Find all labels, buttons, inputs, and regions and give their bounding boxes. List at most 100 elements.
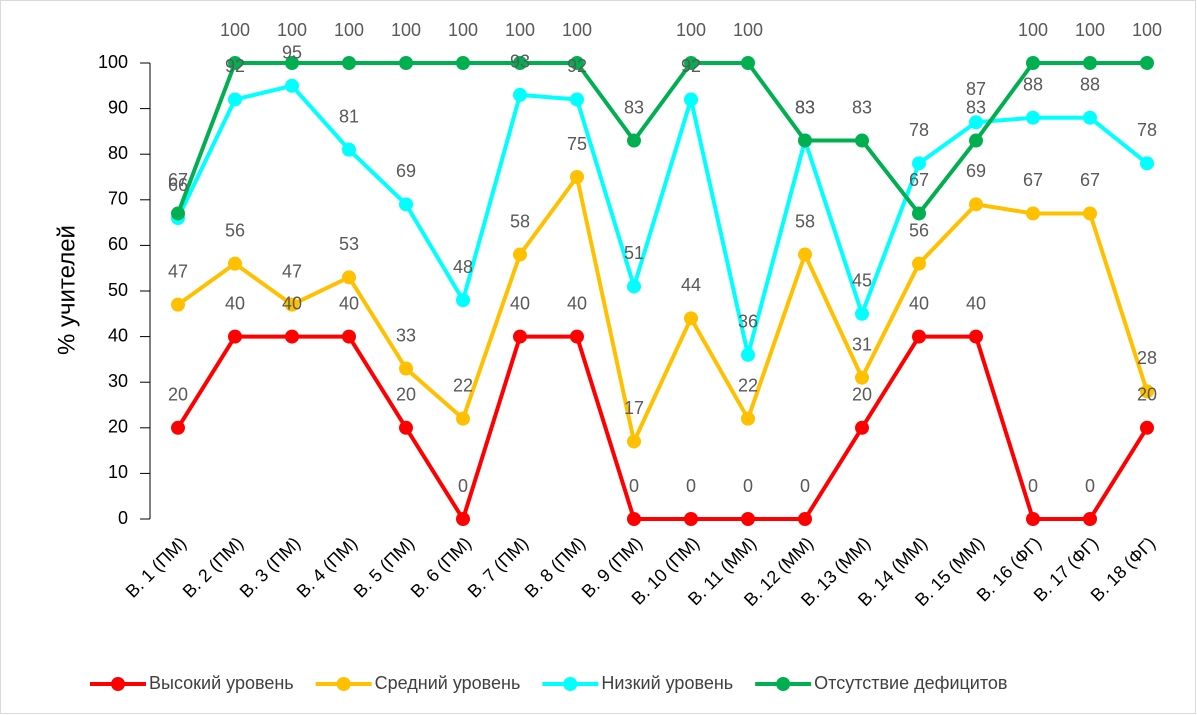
- data-label: 36: [738, 312, 758, 332]
- point: [969, 329, 983, 344]
- point: [285, 297, 299, 312]
- point: [1026, 512, 1040, 526]
- point: [228, 256, 242, 271]
- data-label: 88: [1023, 74, 1043, 94]
- data-label: 81: [339, 106, 359, 126]
- data-label: 20: [852, 385, 872, 405]
- data-label: 56: [909, 220, 929, 240]
- legend-marker: [776, 677, 791, 691]
- data-label: 58: [795, 211, 815, 231]
- data-label: 40: [567, 293, 587, 313]
- data-label: 47: [168, 261, 188, 281]
- data-label: 20: [168, 385, 188, 405]
- point: [1083, 56, 1097, 70]
- data-label: 83: [852, 97, 872, 117]
- point: [171, 206, 185, 221]
- data-label: 83: [624, 97, 644, 117]
- data-label: 0: [1085, 476, 1095, 496]
- point: [1083, 512, 1097, 526]
- point: [1083, 110, 1097, 125]
- data-label: 0: [800, 476, 810, 496]
- point: [684, 56, 698, 70]
- data-label: 48: [453, 257, 473, 277]
- data-label: 20: [396, 385, 416, 405]
- data-label: 92: [681, 56, 701, 76]
- data-label: 67: [168, 170, 188, 190]
- data-label: 40: [339, 293, 359, 313]
- data-label: 88: [1080, 74, 1100, 94]
- data-label: 69: [396, 161, 416, 181]
- data-label: 31: [852, 334, 872, 354]
- point: [399, 197, 413, 212]
- point: [342, 142, 356, 157]
- point: [399, 420, 413, 435]
- point: [1026, 206, 1040, 221]
- data-label: 92: [225, 56, 245, 76]
- y-tick-label: 30: [108, 371, 128, 391]
- point: [456, 56, 470, 70]
- point: [798, 133, 812, 148]
- data-label: 47: [282, 261, 302, 281]
- y-tick-label: 0: [118, 508, 128, 528]
- point: [798, 512, 812, 526]
- point: [513, 87, 527, 102]
- point: [399, 361, 413, 376]
- y-tick-label: 100: [98, 52, 128, 72]
- point: [228, 92, 242, 107]
- data-label: 22: [738, 375, 758, 395]
- data-label: 100: [505, 20, 535, 40]
- point: [912, 256, 926, 271]
- data-label: 67: [1023, 170, 1043, 190]
- y-tick-label: 20: [108, 417, 128, 437]
- data-label: 93: [510, 52, 530, 72]
- data-label: 0: [686, 476, 696, 496]
- y-tick-label: 40: [108, 325, 128, 345]
- point: [627, 434, 641, 449]
- point: [456, 411, 470, 426]
- point: [855, 306, 869, 321]
- data-label: 40: [909, 293, 929, 313]
- data-label: 83: [966, 97, 986, 117]
- series-line: [176, 175, 1149, 444]
- data-label: 78: [909, 120, 929, 140]
- point: [969, 115, 983, 130]
- data-label: 0: [629, 476, 639, 496]
- point: [513, 56, 527, 70]
- point: [570, 92, 584, 107]
- series-line: [176, 334, 1149, 521]
- data-label: 67: [909, 170, 929, 190]
- point: [1140, 384, 1154, 399]
- point: [513, 247, 527, 262]
- data-label: 40: [225, 293, 245, 313]
- data-label: 75: [567, 134, 587, 154]
- data-label: 100: [334, 20, 364, 40]
- data-label: 22: [453, 375, 473, 395]
- data-label: 56: [225, 220, 245, 240]
- point: [342, 270, 356, 285]
- point: [855, 133, 869, 148]
- point: [798, 247, 812, 262]
- data-label: 28: [1137, 348, 1157, 368]
- data-label: 100: [220, 20, 250, 40]
- data-label: 69: [966, 161, 986, 181]
- data-label: 53: [339, 234, 359, 254]
- point: [1140, 56, 1154, 70]
- point: [171, 297, 185, 312]
- point: [741, 512, 755, 526]
- point: [570, 170, 584, 184]
- point: [399, 56, 413, 70]
- point: [912, 206, 926, 221]
- point: [627, 512, 641, 526]
- data-label: 51: [624, 243, 644, 263]
- data-label: 100: [1075, 20, 1105, 40]
- point: [741, 56, 755, 70]
- data-label: 100: [1132, 20, 1162, 40]
- series-line: [176, 83, 1149, 357]
- data-label: 83: [795, 97, 815, 117]
- y-tick-label: 60: [108, 234, 128, 254]
- data-label: 95: [282, 43, 302, 63]
- legend-marker: [336, 677, 351, 691]
- data-label: 100: [733, 20, 763, 40]
- legend-label: Средний уровень: [375, 673, 521, 693]
